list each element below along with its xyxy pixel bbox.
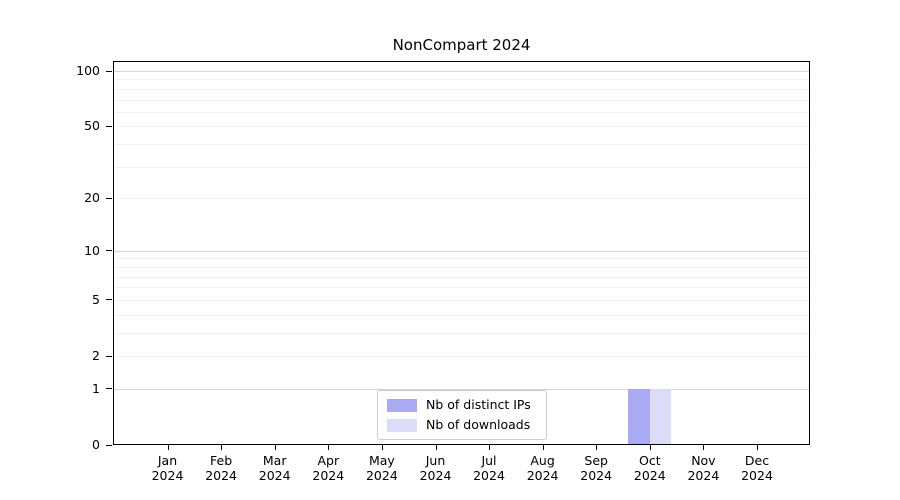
x-tick-label: Apr 2024 [312,453,345,483]
gridline-minor [113,144,810,146]
y-tick-mark [106,70,112,72]
gridline-minor [113,99,810,101]
y-tick-label: 100 [76,63,100,78]
gridline-minor [113,266,810,268]
y-tick-mark [106,355,112,357]
legend-swatch-downloads [387,418,417,432]
y-tick-label: 2 [92,348,100,363]
x-tick-label: Jan 2024 [151,453,184,483]
gridline-minor [113,276,810,278]
y-tick-mark [106,250,112,252]
x-tick-mark [381,445,383,450]
x-tick-mark [489,445,490,450]
x-tick-mark [757,445,758,450]
gridline-major [113,71,810,72]
gridline-minor [113,111,810,113]
y-tick-label: 0 [92,437,100,452]
gridline-major [113,250,810,252]
y-tick-mark [106,197,112,199]
axes-spines [113,61,810,445]
legend-swatch-distinct-ips [387,398,417,412]
y-tick-label: 5 [92,291,100,307]
x-tick-mark [221,445,223,450]
y-tick-label: 10 [84,242,100,258]
x-tick-mark [274,445,276,450]
bar-distinct-ips [628,388,650,445]
legend-label-distinct-ips: Nb of distinct IPs [426,397,531,412]
x-tick-label: Dec 2024 [741,453,773,483]
gridline-minor [113,356,810,357]
y-tick-mark [106,299,112,301]
x-tick-label: Jul 2024 [473,453,505,483]
x-tick-label: May 2024 [365,453,398,483]
gridline-minor [113,258,810,260]
legend-label-downloads: Nb of downloads [426,417,531,432]
x-tick-mark [435,445,437,450]
legend-item-distinct-ips: Nb of distinct IPs [387,397,537,413]
gridline-minor [113,299,810,301]
gridline-minor [113,88,810,90]
bar-downloads [649,388,672,445]
gridline-minor [113,287,810,289]
legend: Nb of distinct IPs Nb of downloads [377,390,547,440]
x-tick-mark [596,445,598,450]
gridline-minor [113,79,810,81]
x-tick-label: Aug 2024 [526,453,559,483]
x-tick-label: Mar 2024 [258,453,291,483]
gridline-minor [113,126,810,128]
x-tick-mark [542,445,544,450]
y-tick-mark [106,125,112,127]
gridline-minor [113,166,810,168]
x-tick-mark [703,445,705,450]
chart-title: NonCompart 2024 [392,36,531,54]
x-tick-label: Jun 2024 [419,453,452,483]
x-tick-label: Nov 2024 [687,453,720,483]
x-tick-mark [328,445,330,450]
y-tick-label: 20 [84,190,100,206]
gridline-minor [113,332,810,334]
plot-area: Dec 2024 Nov 2024 Oct 2024 Sep 2024 Aug 2024… [76,61,810,483]
x-tick-label: Sep 2024 [580,453,613,483]
y-tick-mark [106,388,112,390]
x-tick-label: Feb 2024 [205,453,237,483]
x-tick-mark [649,445,651,450]
y-tick-mark [106,444,112,446]
gridline-minor [113,198,810,200]
x-tick-label: Oct 2024 [633,453,666,483]
y-tick-label: 50 [84,118,100,134]
legend-item-downloads: Nb of downloads [387,417,537,433]
x-tick-mark [167,445,169,450]
gridline-major [113,388,810,390]
gridline-minor [113,314,810,316]
y-tick-label: 1 [92,380,100,396]
